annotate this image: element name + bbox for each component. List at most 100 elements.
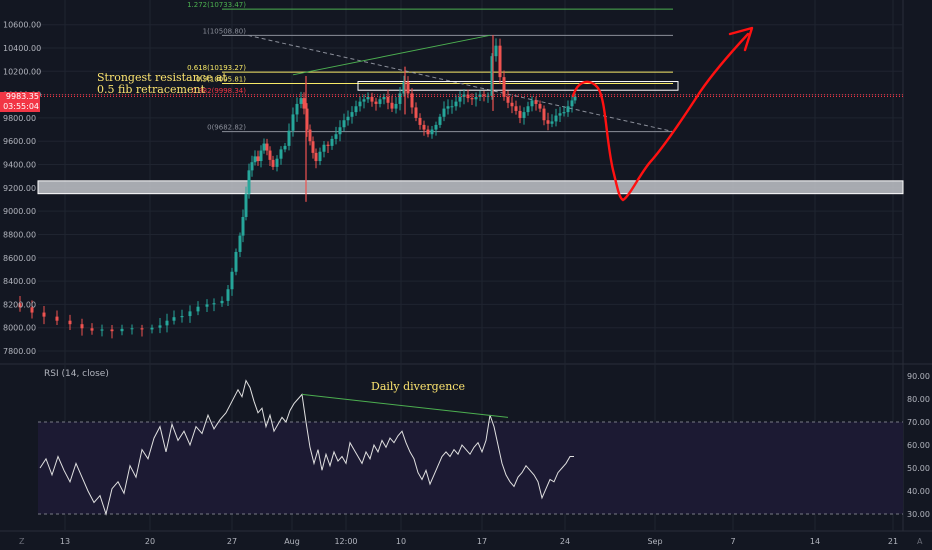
candle-body — [334, 134, 338, 139]
candle-body — [226, 289, 230, 301]
candle-body — [241, 216, 245, 236]
rsi-divergence-line[interactable] — [301, 393, 509, 418]
price-axis[interactable]: 10600.0010400.0010200.0010000.009800.009… — [3, 21, 930, 519]
candle-body — [238, 235, 242, 252]
candle-body — [406, 81, 410, 94]
candle-body — [502, 77, 506, 97]
candle-body — [250, 162, 254, 171]
candle-body — [366, 96, 370, 100]
resistance-annotation-line1: Strongest resistance at — [97, 71, 227, 84]
candle-body — [305, 108, 309, 130]
rsi-title: RSI (14, close) — [44, 369, 109, 379]
rsi-series — [39, 379, 574, 516]
rsi-band — [38, 421, 903, 515]
candle-body — [205, 304, 209, 307]
price-tick: 8600.00 — [3, 254, 36, 263]
time-tick: 7 — [730, 537, 735, 546]
candle-body — [271, 159, 275, 167]
candle-body — [120, 328, 124, 332]
time-tick: 13 — [60, 537, 70, 546]
projection-path[interactable] — [571, 32, 750, 202]
time-tick: 14 — [810, 537, 820, 546]
candle-body — [150, 327, 154, 330]
candle-body — [234, 251, 238, 272]
candle-body — [342, 120, 346, 128]
candle-body — [314, 152, 318, 162]
candle-body — [462, 94, 466, 97]
candle-body — [42, 312, 46, 317]
price-tick: 8000.00 — [3, 324, 36, 333]
candle-body — [398, 93, 402, 104]
candle-body — [302, 98, 306, 109]
candle-body — [494, 45, 498, 57]
candle-body — [287, 130, 291, 146]
candle-body — [374, 101, 378, 104]
price-tick: 9600.00 — [3, 137, 36, 146]
projection-arrowhead[interactable] — [728, 26, 754, 52]
candle-body — [268, 150, 272, 160]
candle-body — [30, 307, 34, 313]
candle-body — [378, 99, 382, 104]
rsi-line — [39, 379, 574, 516]
candle-body — [426, 129, 430, 135]
candle-body — [247, 170, 251, 194]
candle-body — [259, 150, 263, 162]
price-tick: 9000.00 — [3, 207, 36, 216]
candle-body — [283, 145, 287, 150]
price-tick: 8400.00 — [3, 277, 36, 286]
candle-body — [434, 124, 438, 130]
price-tick: 10400.00 — [3, 44, 41, 53]
candle-body — [308, 129, 312, 142]
price-divergence-line[interactable] — [292, 34, 491, 76]
candle-body — [279, 149, 283, 159]
rsi-band-fill — [38, 422, 903, 514]
price-tick: 10600.00 — [3, 21, 41, 30]
resistance-box[interactable] — [357, 81, 679, 91]
candle-body — [110, 329, 114, 332]
candle-body — [422, 124, 426, 130]
time-tick: 21 — [888, 537, 898, 546]
candle-body — [482, 94, 486, 96]
candle-body — [295, 103, 299, 115]
last-price-tag: 9983.35 03:55:04 — [0, 92, 40, 112]
fib-label-1.272: 1.272(10733.47) — [187, 1, 246, 9]
candle-body — [490, 56, 494, 96]
candle-body — [518, 110, 522, 118]
time-tick: 12:00 — [334, 537, 357, 546]
footer-left-icon[interactable]: Z — [19, 537, 25, 546]
fib-retracement[interactable]: 1.272(10733.47) 1(10508.80) 0.618(10193.27… — [38, 1, 903, 133]
candle-body — [362, 99, 366, 102]
divergence-annotation: Daily divergence — [371, 380, 465, 393]
candle-body — [244, 193, 248, 217]
fib-trendline[interactable] — [247, 34, 674, 133]
candle-body — [18, 303, 22, 308]
candle-body — [414, 107, 418, 118]
drawn-annotations[interactable] — [38, 26, 903, 202]
candle-body — [140, 328, 144, 330]
candle-body — [330, 138, 334, 146]
candle-body — [506, 96, 510, 103]
footer-right-icon[interactable]: A — [917, 537, 923, 546]
support-zone-box[interactable] — [37, 180, 904, 195]
candle-body — [158, 325, 162, 328]
fib-label-0.382: 0.382(9998.34) — [192, 87, 247, 95]
candle-body — [256, 156, 260, 162]
candle-body — [458, 96, 462, 102]
candle-body — [196, 306, 200, 312]
time-axis[interactable]: 13 20 27 Aug 12:00 10 17 24 Sep 7 14 21 — [60, 537, 898, 546]
candle-body — [562, 112, 566, 114]
price-tick: 8200.00 — [3, 300, 36, 309]
candle-body — [212, 303, 216, 305]
candle-body — [526, 106, 530, 113]
candle-body — [550, 121, 554, 124]
candle-body — [454, 101, 458, 107]
candle-body — [130, 328, 134, 330]
time-tick: 17 — [477, 537, 487, 546]
rsi-tick: 80.00 — [907, 395, 930, 404]
candle-body — [311, 141, 315, 153]
candle-body — [358, 101, 362, 107]
candle-body — [230, 271, 234, 290]
fib-label-0: 0(9682.82) — [207, 124, 246, 132]
